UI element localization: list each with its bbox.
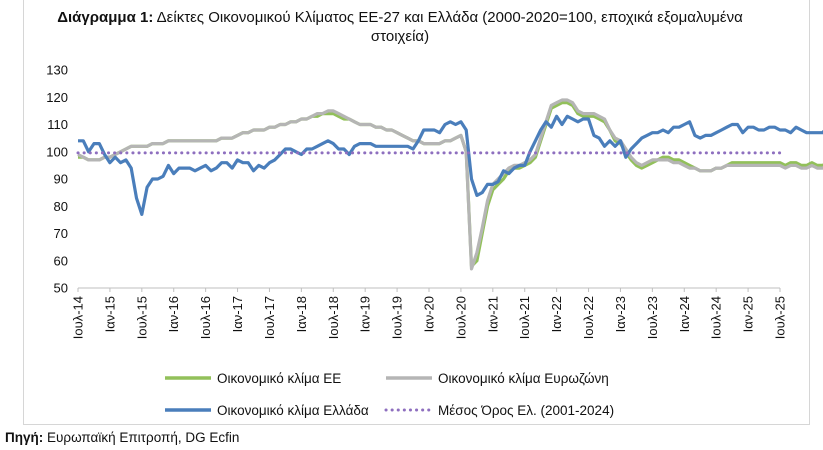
x-tick-label: Ιαν-19	[358, 296, 373, 332]
chart-frame	[23, 0, 810, 425]
x-tick-label: Ιουλ-25	[773, 296, 788, 339]
series-line-eu	[78, 101, 823, 268]
source-note: Πηγή: Ευρωπαϊκή Επιτροπή, DG Ecfin	[5, 430, 239, 445]
legend-label-greece: Οικονομικό κλίμα Ελλάδα	[217, 403, 369, 418]
chart-title-label: Διάγραμμα 1:	[57, 9, 154, 26]
x-tick-label: Ιουλ-16	[198, 296, 213, 339]
chart-title-text: Δείκτες Οικονομικού Κλίματος ΕΕ-27 και Ε…	[156, 9, 743, 45]
x-tick-label: Ιαν-25	[741, 296, 756, 332]
x-tick-label: Ιουλ-19	[390, 296, 405, 339]
x-tick-label: Ιουλ-15	[134, 296, 149, 339]
legend-label-eu: Οικονομικό κλίμα ΕΕ	[217, 371, 341, 386]
x-tick-label: Ιουλ-24	[709, 296, 724, 339]
y-tick-label: 70	[54, 226, 68, 241]
y-tick-label: 120	[46, 90, 68, 105]
x-tick-label: Ιουλ-20	[453, 296, 468, 339]
x-tick-label: Ιαν-22	[549, 296, 564, 332]
y-tick-label: 130	[46, 63, 68, 78]
y-tick-label: 110	[47, 117, 68, 132]
y-tick-label: 100	[46, 144, 68, 159]
x-tick-label: Ιουλ-22	[581, 296, 596, 339]
x-tick-label: Ιουλ-14	[71, 296, 86, 339]
x-tick-label: Ιουλ-21	[517, 296, 532, 339]
x-tick-label: Ιαν-18	[294, 296, 309, 332]
x-tick-label: Ιαν-23	[613, 296, 628, 332]
source-label: Πηγή:	[5, 430, 44, 445]
legend-label-greece-average: Μέσος Όρος Ελ. (2001-2024)	[438, 403, 614, 418]
legend-label-eurozone: Οικονομικό κλίμα Ευρωζώνη	[438, 371, 609, 386]
y-tick-label: 80	[54, 199, 68, 214]
x-tick-label: Ιαν-21	[485, 296, 500, 332]
x-tick-label: Ιαν-24	[677, 296, 692, 332]
x-tick-label: Ιαν-15	[102, 296, 117, 332]
x-tick-label: Ιουλ-17	[262, 296, 277, 339]
y-tick-label: 60	[54, 253, 68, 268]
series-line-greece	[78, 114, 823, 216]
x-tick-label: Ιουλ-23	[645, 296, 660, 339]
x-tick-label: Ιαν-20	[422, 296, 437, 332]
x-tick-label: Ιαν-16	[166, 296, 181, 332]
x-tick-label: Ιουλ-18	[326, 296, 341, 339]
chart-title: Διάγραμμα 1: Δείκτες Οικονομικού Κλίματο…	[30, 8, 770, 46]
y-tick-label: 50	[54, 281, 68, 296]
x-tick-label: Ιαν-17	[230, 296, 245, 332]
y-tick-label: 90	[54, 172, 68, 187]
series-line-eurozone	[77, 98, 823, 271]
source-text: Ευρωπαϊκή Επιτροπή, DG Ecfin	[47, 430, 240, 445]
